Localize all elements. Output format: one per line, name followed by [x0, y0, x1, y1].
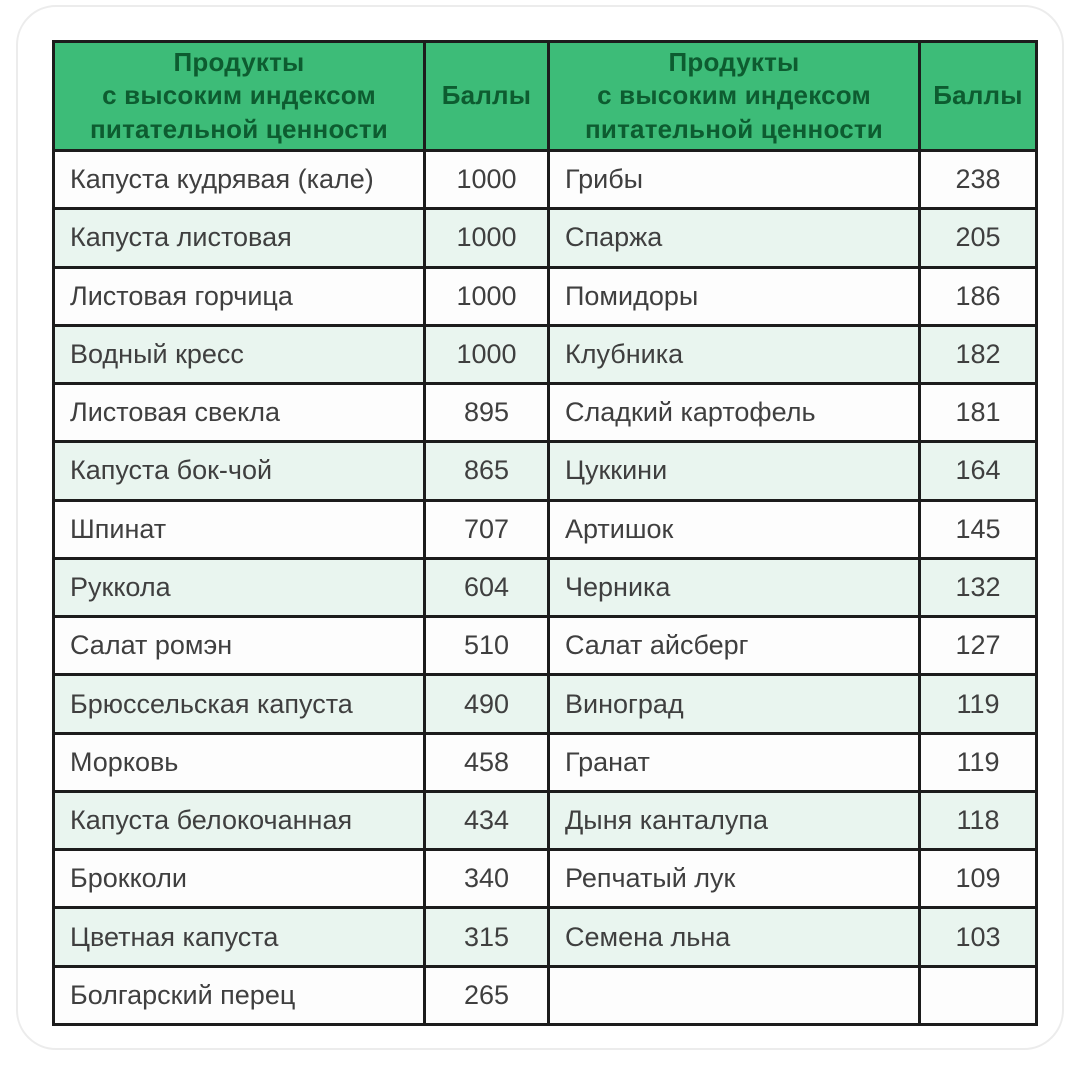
product-cell: Клубника [547, 323, 921, 386]
header-scores-right: Баллы [918, 40, 1038, 152]
table-row: Цветная капуста 315 Семена льна 103 [52, 906, 1038, 968]
product-cell: Брокколи [52, 848, 426, 910]
score-cell: 109 [918, 848, 1038, 910]
score-cell: 127 [918, 615, 1038, 677]
product-cell [547, 964, 921, 1027]
product-cell: Водный кресс [52, 323, 426, 386]
product-cell: Дыня канталупа [547, 789, 921, 852]
table-row: Капуста белокочанная 434 Дыня канталупа 118 [52, 789, 1038, 852]
table-row: Листовая горчица 1000 Помидоры 186 [52, 265, 1038, 327]
table-row: Капуста бок-чой 865 Цуккини 164 [52, 440, 1038, 502]
header-products-left: Продукты с высоким индексом питательной … [52, 40, 426, 152]
table-row: Болгарский перец 265 [52, 964, 1038, 1027]
product-cell: Черника [547, 556, 921, 619]
score-cell: 1000 [423, 323, 550, 386]
score-cell: 604 [423, 556, 550, 619]
score-cell: 315 [423, 906, 550, 968]
header-scores-left: Баллы [423, 40, 550, 152]
product-cell: Репчатый лук [547, 848, 921, 910]
table-body: Капуста кудрявая (кале) 1000 Грибы 238 Капус… [52, 148, 1038, 1027]
product-cell: Артишок [547, 498, 921, 560]
score-cell: 1000 [423, 148, 550, 211]
product-cell: Болгарский перец [52, 964, 426, 1027]
table-row: Брюссельская капуста 490 Виноград 119 [52, 673, 1038, 735]
table-row: Шпинат 707 Артишок 145 [52, 498, 1038, 560]
product-cell: Сладкий картофель [547, 382, 921, 444]
table-row: Морковь 458 Гранат 119 [52, 731, 1038, 793]
product-cell: Шпинат [52, 498, 426, 560]
header-products-right: Продукты с высоким индексом питательной … [547, 40, 921, 152]
score-cell: 238 [918, 148, 1038, 211]
table-row: Водный кресс 1000 Клубника 182 [52, 323, 1038, 386]
product-cell: Салат ромэн [52, 615, 426, 677]
table-row: Капуста листовая 1000 Спаржа 205 [52, 207, 1038, 269]
score-cell: 186 [918, 265, 1038, 327]
table-row: Листовая свекла 895 Сладкий картофель 181 [52, 382, 1038, 444]
score-cell [918, 964, 1038, 1027]
product-cell: Капуста листовая [52, 207, 426, 269]
product-cell: Спаржа [547, 207, 921, 269]
table-row: Салат ромэн 510 Салат айсберг 127 [52, 615, 1038, 677]
score-cell: 164 [918, 440, 1038, 502]
product-cell: Капуста кудрявая (кале) [52, 148, 426, 211]
product-cell: Капуста бок-чой [52, 440, 426, 502]
table-row: Брокколи 340 Репчатый лук 109 [52, 848, 1038, 910]
score-cell: 119 [918, 731, 1038, 793]
product-cell: Руккола [52, 556, 426, 619]
product-cell: Виноград [547, 673, 921, 735]
table-row: Капуста кудрявая (кале) 1000 Грибы 238 [52, 148, 1038, 211]
score-cell: 895 [423, 382, 550, 444]
product-cell: Гранат [547, 731, 921, 793]
product-cell: Семена льна [547, 906, 921, 968]
product-cell: Грибы [547, 148, 921, 211]
score-cell: 1000 [423, 265, 550, 327]
score-cell: 145 [918, 498, 1038, 560]
table-header: Продукты с высоким индексом питательной … [52, 40, 1038, 152]
score-cell: 265 [423, 964, 550, 1027]
score-cell: 103 [918, 906, 1038, 968]
score-cell: 510 [423, 615, 550, 677]
product-cell: Салат айсберг [547, 615, 921, 677]
product-cell: Морковь [52, 731, 426, 793]
score-cell: 181 [918, 382, 1038, 444]
product-cell: Цуккини [547, 440, 921, 502]
score-cell: 340 [423, 848, 550, 910]
score-cell: 118 [918, 789, 1038, 852]
nutrition-table: Продукты с высоким индексом питательной … [52, 40, 1038, 1027]
score-cell: 490 [423, 673, 550, 735]
product-cell: Капуста белокочанная [52, 789, 426, 852]
table-row: Руккола 604 Черника 132 [52, 556, 1038, 619]
score-cell: 1000 [423, 207, 550, 269]
product-cell: Листовая горчица [52, 265, 426, 327]
score-cell: 182 [918, 323, 1038, 386]
score-cell: 205 [918, 207, 1038, 269]
score-cell: 458 [423, 731, 550, 793]
score-cell: 434 [423, 789, 550, 852]
score-cell: 119 [918, 673, 1038, 735]
score-cell: 132 [918, 556, 1038, 619]
header-row: Продукты с высоким индексом питательной … [52, 40, 1038, 152]
product-cell: Цветная капуста [52, 906, 426, 968]
product-cell: Брюссельская капуста [52, 673, 426, 735]
product-cell: Листовая свекла [52, 382, 426, 444]
product-cell: Помидоры [547, 265, 921, 327]
score-cell: 865 [423, 440, 550, 502]
score-cell: 707 [423, 498, 550, 560]
